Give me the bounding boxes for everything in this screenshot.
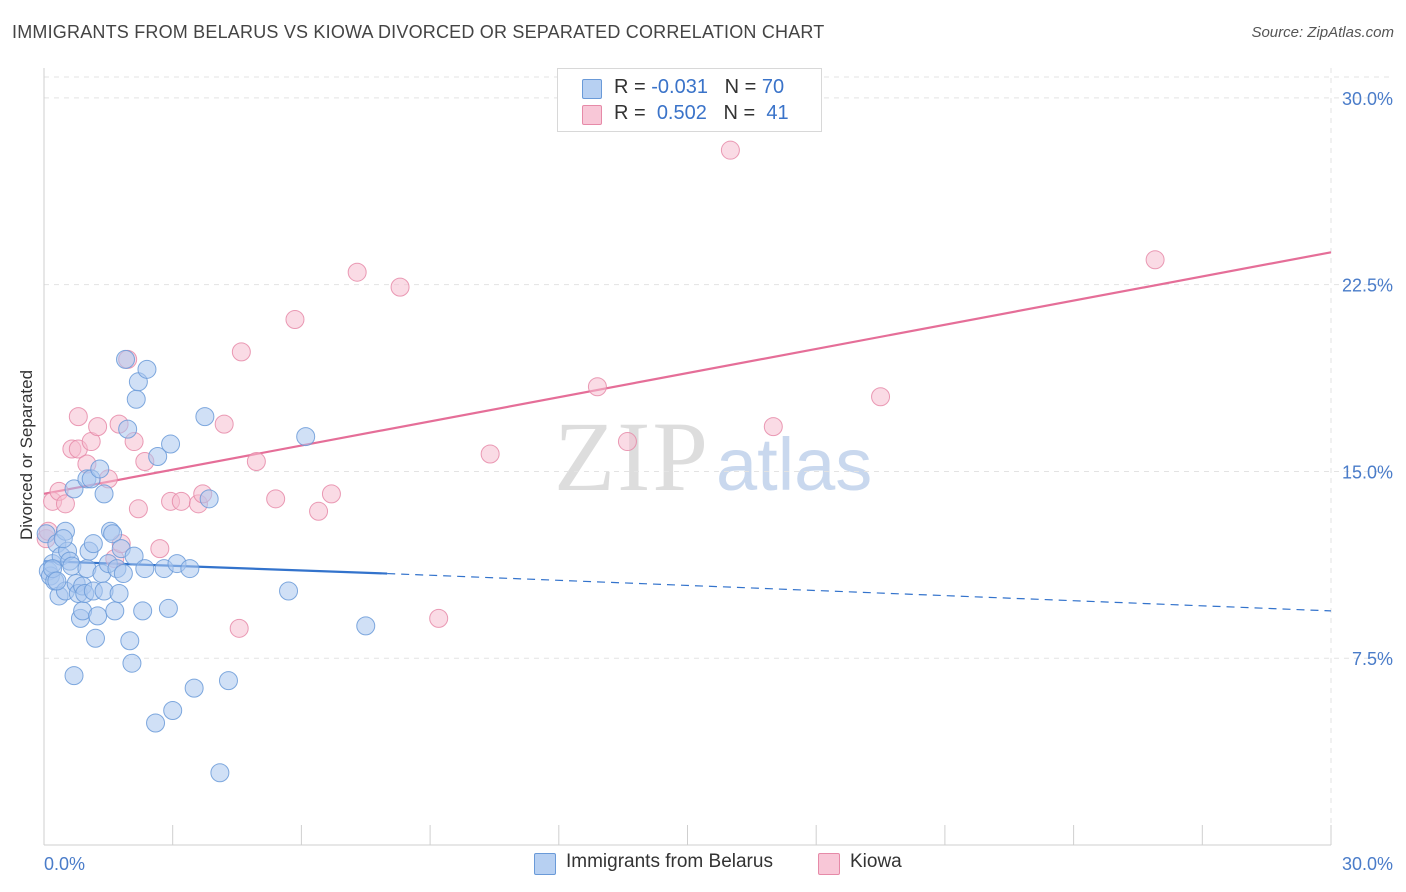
kiowa-point xyxy=(231,342,251,362)
belarus-point xyxy=(105,601,125,621)
belarus-point xyxy=(88,606,108,626)
y-tick-labels: 7.5% 15.0% 22.5% 30.0% xyxy=(1342,89,1393,669)
belarus-point xyxy=(296,427,316,447)
kiowa-point xyxy=(246,451,266,471)
belarus-point xyxy=(122,653,142,673)
belarus-point xyxy=(137,359,157,379)
legend-n-value: 41 xyxy=(766,102,789,124)
legend-r-value: 0.502 xyxy=(656,102,707,124)
belarus-point xyxy=(64,666,84,686)
kiowa-point xyxy=(587,377,607,397)
kiowa-point xyxy=(309,501,329,521)
belarus-point xyxy=(184,678,204,698)
y-axis-label: Divorced or Separated xyxy=(17,370,36,540)
kiowa-point xyxy=(285,310,305,330)
belarus-point xyxy=(210,763,230,783)
bottom-legend-swatch-kiowa xyxy=(818,853,840,875)
belarus-point xyxy=(64,479,84,499)
kiowa-point xyxy=(266,489,286,509)
belarus-point xyxy=(53,529,73,549)
data-points xyxy=(36,140,1165,783)
belarus-point xyxy=(113,564,133,584)
kiowa-point xyxy=(871,387,891,407)
belarus-point xyxy=(126,389,146,409)
belarus-point xyxy=(116,349,136,369)
belarus-point xyxy=(279,581,299,601)
belarus-point xyxy=(83,534,103,554)
legend-swatch-kiowa xyxy=(582,105,602,125)
legend-r-label: R = xyxy=(614,76,646,98)
belarus-point xyxy=(103,524,123,544)
y-tick-label: 7.5% xyxy=(1352,649,1393,669)
belarus-point xyxy=(90,459,110,479)
x-tick-label: 30.0% xyxy=(1342,854,1393,874)
legend-n-value: 70 xyxy=(761,76,785,98)
belarus-point xyxy=(124,546,144,566)
y-tick-label: 22.5% xyxy=(1342,276,1393,296)
kiowa-point xyxy=(390,277,410,297)
legend-n-label: N = xyxy=(724,76,757,98)
belarus-point xyxy=(163,701,183,721)
kiowa-point xyxy=(171,491,191,511)
belarus-point xyxy=(94,484,114,504)
correlation-legend: R = -0.031 N = 70 R = 0.502 N = 41 xyxy=(557,68,822,132)
belarus-point xyxy=(356,616,376,636)
kiowa-point xyxy=(55,494,75,514)
bottom-legend-swatch-belarus xyxy=(534,853,556,875)
chart-title: IMMIGRANTS FROM BELARUS VS KIOWA DIVORCE… xyxy=(12,22,825,42)
kiowa-point xyxy=(68,407,88,427)
belarus-point xyxy=(120,631,140,651)
belarus-point xyxy=(158,598,178,618)
kiowa-point xyxy=(321,484,341,504)
legend-swatch-belarus xyxy=(582,79,602,99)
belarus-point xyxy=(148,447,168,466)
kiowa-point xyxy=(720,140,740,160)
belarus-point xyxy=(109,583,129,603)
belarus-point xyxy=(118,419,138,439)
belarus-point xyxy=(85,628,105,648)
kiowa-point xyxy=(229,618,249,638)
bottom-legend-label-belarus: Immigrants from Belarus xyxy=(566,851,773,872)
bottom-legend-label-kiowa: Kiowa xyxy=(850,851,902,872)
belarus-point xyxy=(47,571,67,591)
watermark-atlas: atlas xyxy=(716,423,872,506)
belarus-point xyxy=(195,407,215,427)
belarus-point xyxy=(218,671,238,691)
kiowa-point xyxy=(214,414,234,434)
x-tick-labels: 0.0% 30.0% xyxy=(44,854,1393,874)
belarus-trend-extension xyxy=(387,572,1332,612)
kiowa-point xyxy=(763,417,783,437)
kiowa-point xyxy=(480,444,500,464)
kiowa-point xyxy=(88,417,108,437)
kiowa-point xyxy=(429,608,449,628)
y-tick-label: 15.0% xyxy=(1342,462,1393,482)
y-tick-label: 30.0% xyxy=(1342,89,1393,109)
belarus-point xyxy=(161,434,181,454)
belarus-point xyxy=(146,713,166,733)
source-label: Source: ZipAtlas.com xyxy=(1251,24,1394,41)
x-tick-label: 0.0% xyxy=(44,854,85,874)
kiowa-point xyxy=(347,262,367,282)
belarus-point xyxy=(135,559,155,579)
watermark-zip: ZIP xyxy=(554,401,710,512)
kiowa-point xyxy=(1145,250,1165,270)
x-ticks xyxy=(43,825,1332,845)
kiowa-point xyxy=(128,499,148,519)
belarus-point xyxy=(199,489,219,509)
legend-n-label: N = xyxy=(723,102,756,124)
legend-r-label: R = xyxy=(614,102,646,124)
legend-r-value: -0.031 xyxy=(651,76,708,98)
kiowa-point xyxy=(150,539,170,559)
kiowa-point xyxy=(617,432,637,452)
belarus-point xyxy=(180,559,200,579)
belarus-point xyxy=(133,601,153,621)
